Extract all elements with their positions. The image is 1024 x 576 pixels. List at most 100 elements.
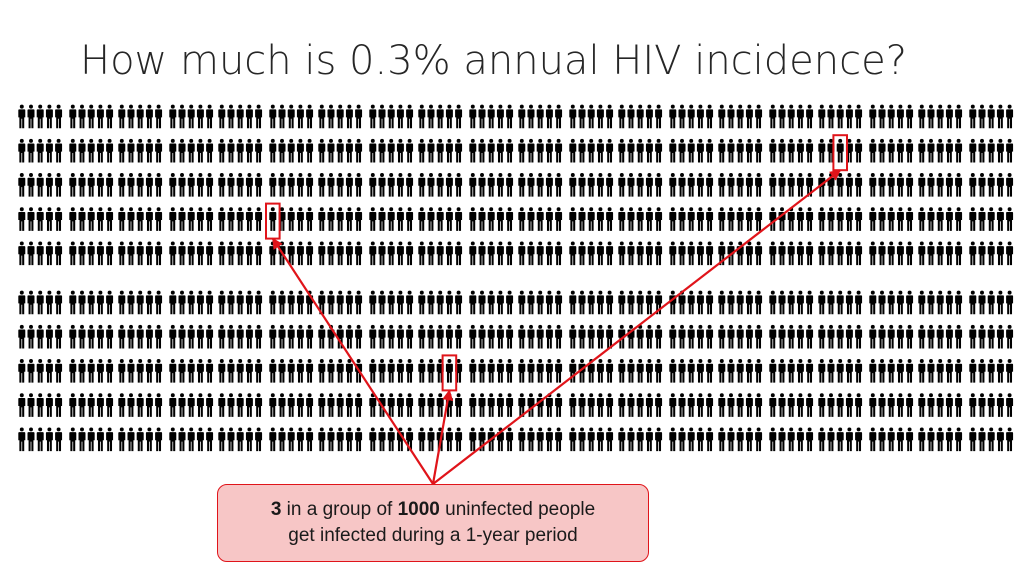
person-icon: [806, 207, 814, 231]
person-icon: [869, 427, 877, 452]
person-icon: [136, 173, 144, 197]
person-icon: [787, 241, 795, 266]
person-icon: [427, 207, 435, 231]
person-icon: [569, 393, 577, 417]
person-icon: [869, 207, 877, 231]
person-icon: [836, 138, 844, 163]
person-icon: [687, 104, 695, 129]
person-icon: [1006, 290, 1014, 315]
person-icon: [196, 138, 204, 163]
person-icon: [369, 104, 377, 129]
person-icon: [45, 104, 53, 129]
person-icon: [327, 427, 335, 452]
person-icon: [978, 393, 986, 417]
person-icon: [645, 393, 653, 417]
person-icon: [18, 290, 26, 315]
person-icon: [778, 207, 786, 231]
person-icon: [45, 324, 53, 349]
person-icon: [296, 427, 304, 452]
person-icon: [736, 207, 744, 231]
person-icon: [27, 324, 35, 349]
person-icon: [287, 138, 295, 163]
person-icon: [706, 324, 714, 349]
person-icon: [136, 138, 144, 163]
person-icon: [636, 138, 644, 163]
person-icon: [106, 104, 114, 129]
person-icon: [196, 104, 204, 129]
person-icon: [96, 290, 104, 315]
person-icon: [555, 290, 563, 315]
person-icon: [69, 241, 77, 266]
person-icon: [27, 138, 35, 163]
person-icon: [955, 393, 963, 417]
person-icon: [245, 393, 253, 417]
person-icon: [787, 173, 795, 197]
person-icon: [118, 241, 126, 266]
person-icon: [169, 427, 177, 452]
person-icon: [745, 138, 753, 163]
person-icon: [236, 359, 244, 383]
person-icon: [1006, 393, 1014, 417]
person-icon: [206, 290, 214, 315]
person-icon: [145, 427, 153, 452]
person-icon: [696, 104, 704, 129]
person-icon: [169, 104, 177, 129]
person-icon: [555, 393, 563, 417]
person-icon: [627, 207, 635, 231]
person-icon: [445, 324, 453, 349]
person-icon: [106, 138, 114, 163]
person-icon: [587, 324, 595, 349]
person-icon: [406, 104, 414, 129]
person-icon: [455, 393, 463, 417]
person-icon: [196, 359, 204, 383]
person-icon: [69, 173, 77, 197]
person-icon: [518, 427, 526, 452]
person-icon: [396, 290, 404, 315]
person-icon: [118, 207, 126, 231]
person-icon: [118, 427, 126, 452]
person-icon: [569, 173, 577, 197]
person-icon: [418, 173, 426, 197]
person-icon: [755, 241, 763, 266]
person-icon: [545, 359, 553, 383]
person-icon: [178, 427, 186, 452]
person-icon: [687, 207, 695, 231]
person-icon: [836, 393, 844, 417]
person-icon: [118, 138, 126, 163]
person-icon: [287, 393, 295, 417]
person-icon: [536, 138, 544, 163]
person-icon: [45, 427, 53, 452]
person-icon: [45, 138, 53, 163]
person-icon: [769, 241, 777, 266]
person-icon: [696, 359, 704, 383]
callout-group-size: 1000: [397, 498, 440, 520]
person-icon: [196, 207, 204, 231]
person-icon: [978, 104, 986, 129]
person-icon: [255, 104, 263, 129]
person-icon: [378, 427, 386, 452]
person-icon: [996, 173, 1004, 197]
person-icon: [269, 427, 277, 452]
person-icon: [327, 138, 335, 163]
person-icon: [669, 241, 677, 266]
person-icon: [927, 359, 935, 383]
person-icon: [618, 359, 626, 383]
person-icon: [545, 207, 553, 231]
person-icon: [806, 324, 814, 349]
person-icon: [955, 427, 963, 452]
person-icon: [96, 104, 104, 129]
person-icon: [769, 393, 777, 417]
person-icon: [936, 138, 944, 163]
person-icon: [845, 173, 853, 197]
person-icon: [145, 393, 153, 417]
person-icon: [145, 290, 153, 315]
person-icon: [145, 207, 153, 231]
person-icon: [278, 359, 286, 383]
person-icon: [78, 173, 86, 197]
person-icon: [306, 241, 314, 266]
person-icon: [787, 290, 795, 315]
person-icon: [345, 207, 353, 231]
person-icon: [327, 104, 335, 129]
person-icon: [455, 290, 463, 315]
person-icon: [787, 104, 795, 129]
